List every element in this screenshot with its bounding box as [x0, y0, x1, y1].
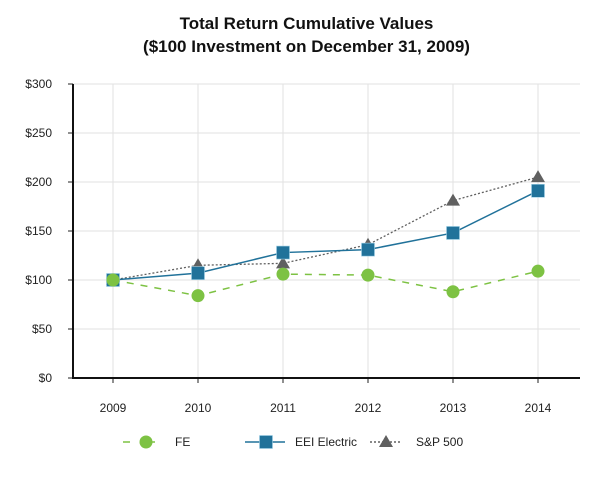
data-point-fe: [191, 289, 205, 303]
legend-label: S&P 500: [416, 435, 463, 449]
legend-marker: [379, 435, 393, 447]
x-tick-label: 2013: [440, 401, 467, 415]
data-point-eei-electric: [446, 226, 460, 240]
legend-marker: [139, 435, 153, 449]
x-tick-label: 2010: [185, 401, 212, 415]
y-tick-label: $0: [39, 371, 53, 385]
legend-marker: [259, 435, 273, 449]
x-tick-label: 2011: [270, 401, 296, 415]
data-point-s-p-500: [276, 256, 290, 269]
data-point-fe: [276, 267, 290, 281]
x-tick-label: 2014: [525, 401, 552, 415]
x-tick-label: 2009: [100, 401, 127, 415]
legend-label: EEI Electric: [295, 435, 357, 449]
data-point-eei-electric: [361, 242, 375, 257]
data-point-fe: [361, 268, 375, 282]
data-point-fe: [531, 264, 545, 278]
y-tick-label: $200: [25, 175, 52, 189]
data-point-eei-electric: [531, 184, 545, 198]
series-line-eei-electric: [112, 190, 539, 281]
data-point-fe: [446, 285, 460, 299]
data-point-s-p-500: [531, 170, 545, 183]
series-line-s-p-500: [112, 176, 539, 281]
data-point-fe: [106, 273, 120, 287]
legend-label: FE: [175, 435, 190, 449]
chart-subtitle: ($100 Investment on December 31, 2009): [143, 37, 470, 56]
data-point-s-p-500: [446, 193, 460, 206]
y-tick-label: $250: [25, 126, 52, 140]
y-tick-label: $50: [32, 322, 52, 336]
x-tick-label: 2012: [355, 401, 382, 415]
y-tick-label: $100: [25, 273, 52, 287]
chart-title: Total Return Cumulative Values: [179, 14, 434, 33]
y-tick-label: $300: [25, 77, 52, 91]
y-tick-label: $150: [25, 224, 52, 238]
series-line-fe: [112, 270, 539, 297]
data-point-eei-electric: [276, 245, 290, 260]
data-point-eei-electric: [191, 266, 205, 280]
